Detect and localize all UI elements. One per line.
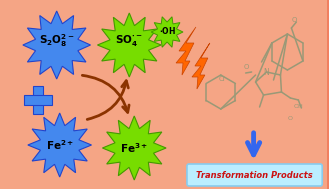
Text: O: O — [244, 64, 249, 70]
Text: $\mathbf{Fe^{3+}}$: $\mathbf{Fe^{3+}}$ — [120, 141, 148, 155]
FancyArrowPatch shape — [82, 75, 129, 112]
Text: Cl: Cl — [219, 76, 226, 82]
Text: Transformation Products: Transformation Products — [196, 170, 313, 180]
Polygon shape — [176, 27, 196, 75]
Polygon shape — [97, 13, 161, 77]
Text: $\mathbf{S_2O_8^{2-}}$: $\mathbf{S_2O_8^{2-}}$ — [39, 33, 74, 49]
Text: N: N — [264, 68, 269, 77]
Polygon shape — [102, 116, 166, 180]
Polygon shape — [192, 43, 210, 89]
Text: $\mathbf{\cdot OH}$: $\mathbf{\cdot OH}$ — [159, 26, 176, 36]
Text: $\mathbf{Fe^{2+}}$: $\mathbf{Fe^{2+}}$ — [46, 138, 74, 152]
Polygon shape — [151, 17, 183, 47]
Text: OH: OH — [293, 104, 303, 109]
Polygon shape — [28, 113, 91, 177]
FancyBboxPatch shape — [187, 164, 322, 186]
Text: $\mathbf{SO_4^{\cdot-}}$: $\mathbf{SO_4^{\cdot-}}$ — [115, 33, 143, 49]
Text: O: O — [291, 17, 297, 23]
Text: O: O — [288, 116, 292, 121]
Bar — [33, 86, 43, 114]
FancyArrowPatch shape — [87, 81, 128, 119]
Polygon shape — [23, 11, 90, 79]
Bar — [24, 95, 52, 105]
